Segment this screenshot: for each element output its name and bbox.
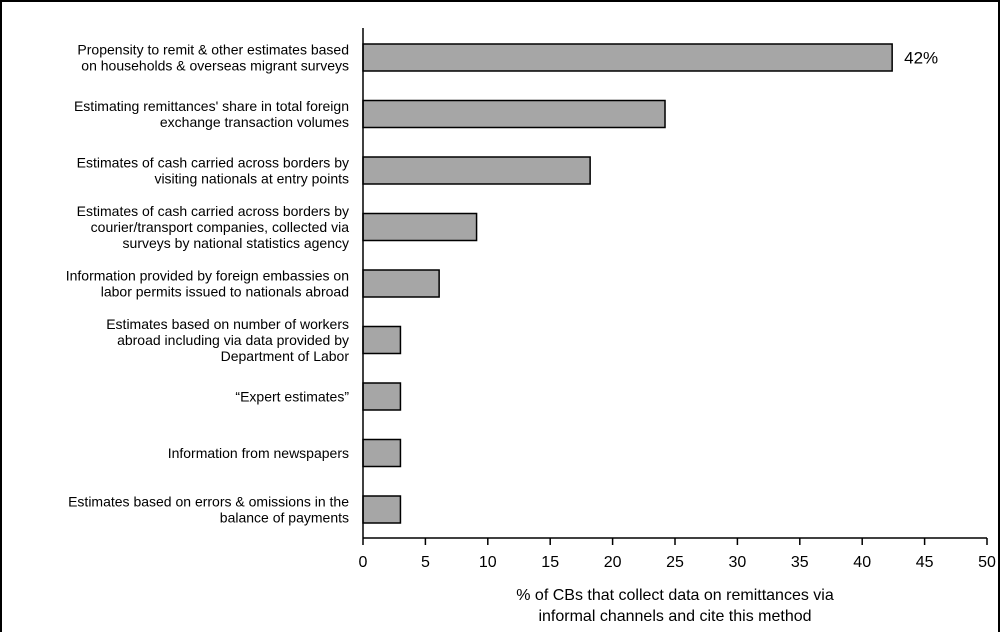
category-label-6: “Expert estimates” bbox=[235, 389, 349, 405]
bar-6 bbox=[362, 382, 402, 411]
bar-7 bbox=[362, 438, 402, 468]
x-tick-label-3: 15 bbox=[541, 554, 559, 571]
x-ticks-group: 0 5 10 15 20 25 30 35 40 45 50 bbox=[359, 538, 996, 571]
x-tick-label-4: 20 bbox=[604, 554, 622, 571]
x-tick-label-10: 50 bbox=[978, 554, 996, 571]
x-tick-label-7: 35 bbox=[791, 554, 809, 571]
category-label-2: Estimates of cash carried across borders… bbox=[77, 155, 349, 187]
bar-2 bbox=[362, 156, 591, 185]
category-label-5: Estimates based on number of workers abro… bbox=[106, 316, 349, 364]
category-labels-group: Propensity to remit & other estimates ba… bbox=[66, 42, 350, 526]
x-tick-label-0: 0 bbox=[359, 554, 368, 571]
x-axis-title: % of CBs that collect data on remittance… bbox=[516, 587, 834, 625]
category-label-3: Estimates of cash carried across borders… bbox=[77, 203, 350, 251]
category-label-1: Estimating remittances' share in total f… bbox=[74, 98, 349, 130]
bar-8 bbox=[362, 495, 402, 524]
category-label-8: Estimates based on errors & omissions in… bbox=[68, 494, 349, 526]
category-label-7: Information from newspapers bbox=[168, 445, 349, 461]
bar-3 bbox=[362, 212, 478, 242]
bar-4 bbox=[362, 269, 440, 298]
category-label-4: Information provided by foreign embassie… bbox=[66, 268, 349, 300]
x-tick-label-8: 40 bbox=[853, 554, 871, 571]
category-label-0: Propensity to remit & other estimates ba… bbox=[77, 42, 349, 74]
data-label-0: 42% bbox=[904, 49, 938, 68]
x-axis-title-text: % of CBs that collect data on remittance… bbox=[516, 587, 834, 625]
bar-5 bbox=[362, 325, 402, 355]
x-tick-label-2: 10 bbox=[479, 554, 497, 571]
x-tick-label-9: 45 bbox=[916, 554, 934, 571]
x-tick-label-1: 5 bbox=[421, 554, 430, 571]
bars-group: 42% bbox=[362, 43, 938, 524]
bar-1 bbox=[362, 99, 666, 129]
x-tick-label-5: 25 bbox=[666, 554, 684, 571]
x-tick-label-6: 30 bbox=[729, 554, 747, 571]
bar-0 bbox=[362, 43, 893, 72]
